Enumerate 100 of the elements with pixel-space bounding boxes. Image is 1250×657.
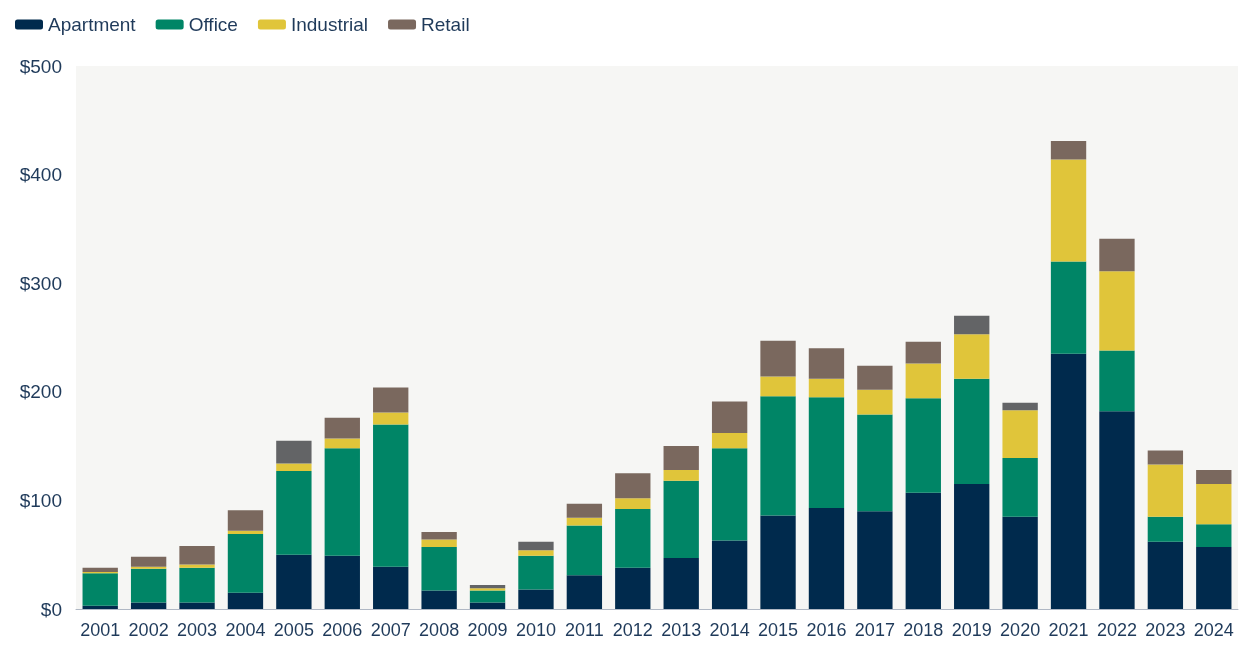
bar [566, 575, 603, 609]
bar [808, 348, 845, 379]
bar [421, 547, 457, 591]
bar [808, 378, 845, 398]
bar [857, 511, 893, 609]
x-tick-label: 2019 [951, 620, 992, 640]
bar [954, 378, 990, 485]
bar [711, 448, 748, 541]
legend-label: Industrial [290, 14, 369, 35]
bar [711, 540, 748, 609]
bar [905, 363, 941, 399]
bar [663, 480, 699, 558]
bar [760, 515, 796, 609]
bar [82, 573, 118, 606]
bar [130, 566, 167, 569]
x-tick-label: 2013 [661, 620, 702, 640]
bar [373, 424, 409, 567]
bar [663, 557, 699, 609]
bar [1050, 353, 1087, 609]
bar [324, 417, 360, 439]
bar [1147, 450, 1184, 465]
bar [905, 492, 941, 609]
x-tick-label: 2018 [903, 620, 944, 640]
legend-label: Office [188, 14, 238, 35]
bar [905, 398, 941, 493]
bar [324, 438, 360, 449]
legend-label: Retail [421, 14, 470, 35]
bar [808, 397, 845, 508]
bar [518, 541, 554, 551]
bar [857, 414, 893, 512]
bar [1099, 350, 1135, 412]
bar [615, 509, 651, 568]
bar [373, 412, 409, 425]
bar [227, 530, 264, 535]
bar [130, 568, 167, 603]
x-tick-label: 2021 [1048, 620, 1089, 640]
x-tick-label: 2007 [370, 620, 411, 640]
bar [760, 376, 796, 397]
bar [276, 471, 312, 555]
bar [469, 602, 506, 609]
bar [1147, 541, 1184, 609]
x-tick-label: 2015 [758, 620, 799, 640]
bar [1099, 238, 1135, 272]
x-tick-label: 2003 [177, 620, 218, 640]
x-tick-label: 2024 [1193, 620, 1234, 640]
x-tick-label: 2012 [612, 620, 653, 640]
bar [1196, 524, 1232, 548]
x-tick-label: 2017 [854, 620, 895, 640]
bar [857, 365, 893, 390]
bar [711, 401, 748, 434]
bar [179, 602, 215, 609]
bar [227, 510, 264, 531]
bar [615, 567, 651, 609]
bar [1196, 469, 1232, 485]
bar [954, 484, 990, 609]
x-tick-label: 2004 [225, 620, 266, 640]
bar [1147, 516, 1184, 542]
x-tick-label: 2023 [1145, 620, 1186, 640]
x-tick-label: 2010 [515, 620, 556, 640]
bar [276, 440, 312, 464]
bar [1002, 516, 1038, 609]
bar [1050, 159, 1087, 262]
bar [1002, 410, 1038, 459]
bar [373, 387, 409, 413]
bar [857, 389, 893, 415]
bar [711, 433, 748, 449]
bar [518, 589, 554, 609]
x-tick-label: 2022 [1096, 620, 1137, 640]
bar [130, 556, 167, 567]
bar [518, 555, 554, 590]
bar [615, 473, 651, 499]
y-tick-label: $300 [19, 272, 62, 294]
bar [1147, 464, 1184, 517]
x-tick-label: 2011 [565, 620, 604, 640]
bar [566, 503, 603, 518]
bar [954, 334, 990, 379]
bar [1050, 140, 1087, 160]
x-tick-label: 2006 [322, 620, 363, 640]
x-tick-label: 2001 [80, 620, 121, 640]
x-tick-label: 2005 [273, 620, 314, 640]
bar [1099, 411, 1135, 609]
y-tick-label: $0 [40, 598, 62, 620]
bar [760, 340, 796, 377]
bar [324, 555, 360, 609]
y-tick-label: $200 [19, 381, 62, 403]
bar [1050, 261, 1087, 354]
bar [954, 315, 990, 335]
bar [905, 341, 941, 364]
bar [760, 396, 796, 516]
bar [179, 546, 215, 565]
bar [276, 554, 312, 609]
bar [1002, 402, 1038, 411]
y-tick-label: $400 [19, 164, 62, 186]
bar [469, 590, 506, 603]
x-tick-label: 2002 [128, 620, 169, 640]
x-tick-label: 2014 [709, 620, 750, 640]
bar [1196, 484, 1232, 525]
y-tick-label: $100 [19, 489, 62, 511]
bar [1196, 547, 1232, 609]
bar [324, 448, 360, 556]
